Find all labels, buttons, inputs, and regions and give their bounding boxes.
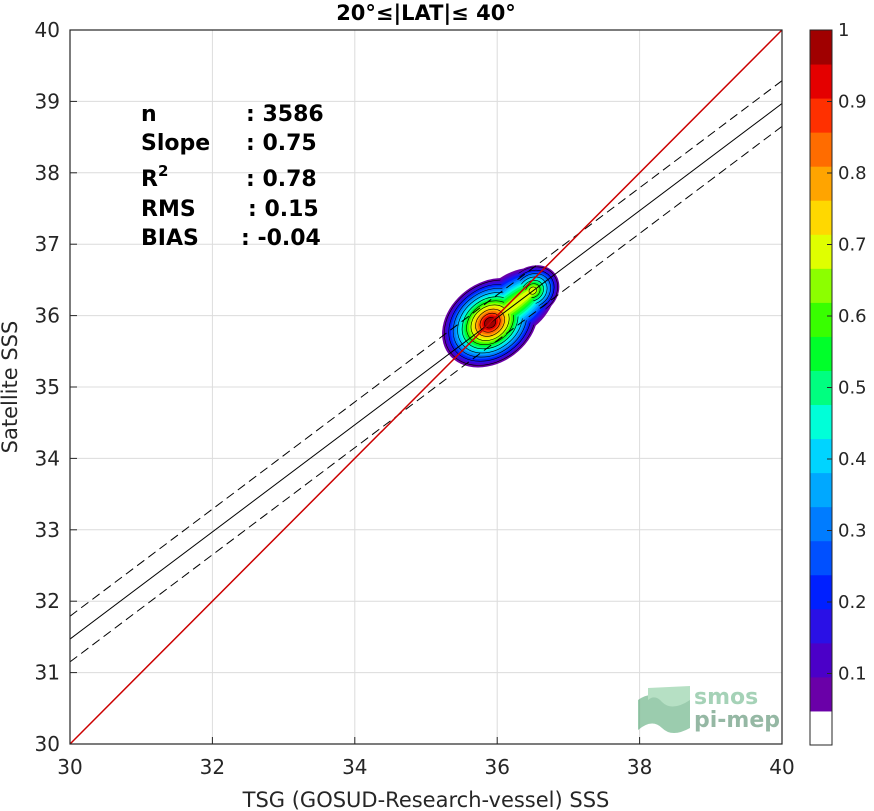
x-axis-label: TSG (GOSUD-Research-vessel) SSS	[242, 788, 610, 811]
stat-value: : 3586	[246, 102, 324, 127]
dashed-line-upper	[70, 80, 782, 617]
y-tick-label: 30	[35, 732, 60, 756]
colorbar-segment	[810, 336, 832, 371]
colorbar-segment	[810, 710, 832, 746]
x-tick-label: 40	[769, 755, 794, 779]
colorbar-tick-label: 0.7	[838, 235, 867, 256]
colorbar-segment	[810, 404, 832, 440]
stat-label: RMS	[141, 197, 196, 222]
chart-title: 20°≤|LAT|≤ 40°	[336, 1, 516, 26]
colorbar-tick-label: 0.3	[838, 521, 867, 542]
colorbar-segment	[810, 370, 832, 406]
stat-label: n	[141, 102, 157, 127]
colorbar-segment	[810, 302, 832, 337]
colorbar-segment	[810, 166, 832, 201]
y-axis-ticks: 30 31 32 33 34 35 36 37 38 39 40	[35, 18, 77, 756]
y-tick-label: 40	[35, 18, 60, 42]
colorbar-tick-label: 0.9	[838, 92, 867, 113]
colorbar-segment	[810, 506, 832, 542]
smos-pi-mep-logo: smos pi-mep	[638, 685, 780, 733]
colorbar-segment	[810, 642, 832, 678]
colorbar-segment	[810, 132, 832, 167]
y-tick-label: 36	[35, 304, 60, 328]
x-tick-label: 34	[342, 755, 367, 779]
colorbar-segment	[810, 676, 832, 712]
regression-line	[70, 103, 782, 640]
y-tick-label: 34	[35, 446, 60, 470]
x-tick-label: 36	[484, 755, 509, 779]
x-tick-label: 32	[200, 755, 225, 779]
colorbar-tick-label: 0.6	[838, 306, 867, 327]
y-tick-label: 35	[35, 375, 60, 399]
y-tick-label: 37	[35, 232, 60, 256]
logo-text-pimep: pi-mep	[694, 708, 780, 733]
stat-value: : 0.15	[248, 197, 319, 222]
colorbar-segment	[810, 200, 832, 235]
identity-line	[70, 30, 782, 744]
y-tick-label: 38	[35, 161, 60, 185]
logo-text-smos: smos	[694, 685, 758, 710]
y-tick-label: 32	[35, 589, 60, 613]
dashed-line-lower	[70, 125, 782, 663]
colorbar-segment	[810, 234, 832, 269]
colorbar-segment	[810, 472, 832, 508]
stat-value: : 0.75	[246, 131, 317, 156]
colorbar-tick-label: 0.2	[838, 592, 867, 613]
colorbar-tick-label: 0.4	[838, 449, 867, 470]
colorbar-tick-label: 0.8	[838, 163, 867, 184]
colorbar-segment	[810, 438, 832, 474]
colorbar-segment	[810, 540, 832, 576]
colorbar-segment	[810, 574, 832, 610]
stat-label: Slope	[141, 131, 210, 156]
colorbar-tick-label: 0.1	[838, 664, 867, 685]
colorbar-segment	[810, 608, 832, 644]
stat-value: : -0.04	[241, 226, 321, 251]
colorbar-tick-label: 1	[838, 20, 849, 41]
y-tick-label: 39	[35, 89, 60, 113]
x-tick-label: 30	[57, 755, 82, 779]
y-axis-label: Satellite SSS	[0, 321, 22, 454]
grid	[69, 29, 783, 745]
y-tick-label: 31	[35, 661, 60, 685]
colorbar-segment	[810, 268, 832, 303]
y-tick-label: 33	[35, 518, 60, 542]
colorbar-tick-label: 0.5	[838, 378, 867, 399]
colorbar-segment	[810, 30, 832, 65]
colorbar-segment	[810, 98, 832, 133]
x-tick-label: 38	[627, 755, 652, 779]
stat-value: : 0.78	[246, 167, 317, 192]
colorbar: 0.1 0.2 0.3 0.4 0.5 0.6 0.7 0.8 0.9 1	[809, 20, 867, 746]
stat-label: BIAS	[141, 226, 199, 251]
fit-lines	[70, 30, 782, 744]
x-axis-ticks: 30 32 34 36 38 40	[57, 737, 795, 779]
colorbar-segment	[810, 64, 832, 99]
